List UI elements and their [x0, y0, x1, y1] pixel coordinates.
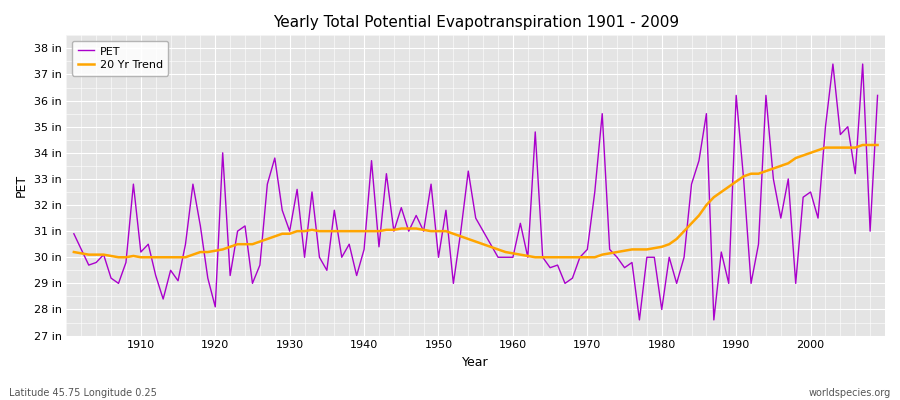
Line: 20 Yr Trend: 20 Yr Trend — [74, 145, 878, 257]
PET — [128, 182, 139, 186]
PET — [872, 93, 883, 98]
20 Yr Trend — [135, 255, 146, 260]
20 Yr Trend — [299, 229, 310, 234]
PET — [827, 62, 838, 66]
Text: Latitude 45.75 Longitude 0.25: Latitude 45.75 Longitude 0.25 — [9, 388, 157, 398]
PET — [508, 255, 518, 260]
Legend: PET, 20 Yr Trend: PET, 20 Yr Trend — [72, 41, 168, 76]
PET — [500, 255, 511, 260]
Text: worldspecies.org: worldspecies.org — [809, 388, 891, 398]
PET — [337, 255, 347, 260]
Title: Yearly Total Potential Evapotranspiration 1901 - 2009: Yearly Total Potential Evapotranspiratio… — [273, 15, 679, 30]
PET — [597, 111, 608, 116]
PET — [634, 318, 644, 322]
20 Yr Trend — [113, 255, 124, 260]
20 Yr Trend — [604, 251, 615, 256]
20 Yr Trend — [515, 252, 526, 257]
Y-axis label: PET: PET — [15, 174, 28, 197]
20 Yr Trend — [858, 142, 868, 147]
Line: PET: PET — [74, 64, 878, 320]
20 Yr Trend — [508, 251, 518, 256]
20 Yr Trend — [872, 142, 883, 147]
PET — [292, 187, 302, 192]
20 Yr Trend — [68, 250, 79, 254]
PET — [68, 231, 79, 236]
X-axis label: Year: Year — [463, 356, 489, 369]
20 Yr Trend — [344, 229, 355, 234]
